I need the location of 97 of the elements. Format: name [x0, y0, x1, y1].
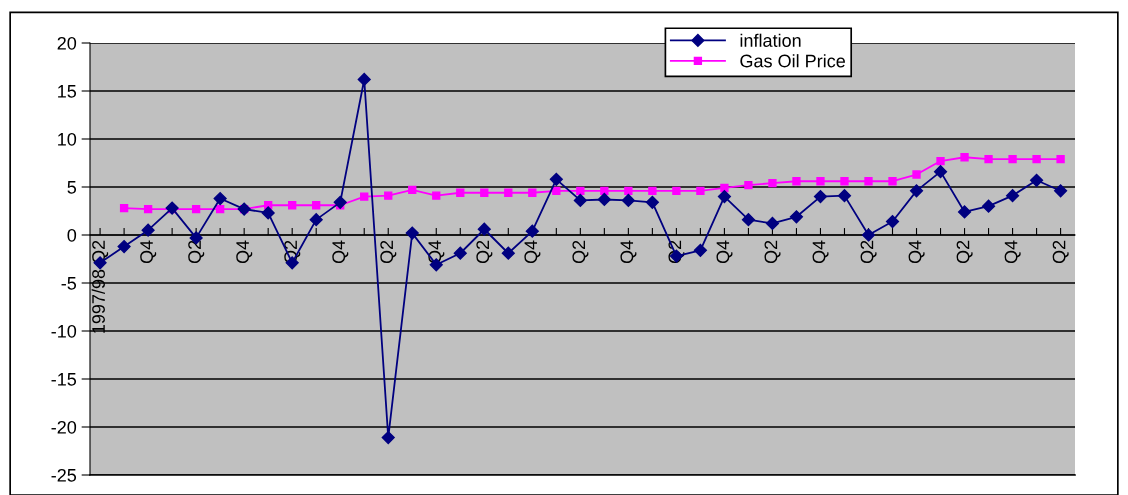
- point: [309, 213, 323, 227]
- point: [933, 165, 948, 179]
- point: [117, 239, 131, 254]
- point: [957, 205, 972, 219]
- point: [888, 177, 897, 186]
- x-tick-label: Q2: [476, 240, 493, 264]
- point: [477, 222, 491, 236]
- point: [936, 156, 945, 166]
- point: [744, 180, 753, 190]
- point: [1029, 173, 1044, 187]
- point: [1032, 154, 1041, 164]
- point: [480, 188, 489, 197]
- x-tick-label: Q4: [716, 240, 733, 264]
- point: [381, 430, 395, 445]
- point: [840, 177, 849, 186]
- point: [693, 243, 707, 257]
- point: [885, 214, 900, 229]
- x-tick-label: Q2: [188, 240, 205, 264]
- point: [624, 186, 633, 196]
- point: [912, 170, 921, 179]
- point: [1056, 154, 1065, 164]
- point: [528, 188, 537, 197]
- point: [648, 186, 657, 196]
- point: [645, 195, 659, 209]
- x-tick-label: Q2: [956, 240, 973, 264]
- x-tick-label: Q4: [812, 240, 829, 264]
- x-tick-label: Q4: [524, 240, 541, 264]
- point: [191, 204, 201, 214]
- point: [600, 186, 609, 196]
- point: [357, 72, 371, 87]
- y-tick-label: -5: [61, 277, 77, 290]
- point: [432, 191, 441, 200]
- point: [453, 246, 467, 260]
- point: [1008, 154, 1017, 164]
- point: [765, 216, 780, 231]
- y-tick-label: 10: [58, 132, 77, 146]
- point: [1005, 189, 1020, 203]
- x-tick-label: Q4: [140, 240, 157, 264]
- point: [549, 172, 563, 186]
- point: [1054, 184, 1068, 198]
- point: [143, 204, 153, 214]
- point: [456, 188, 465, 197]
- y-tick-label: 5: [67, 181, 77, 194]
- y-tick-label: 20: [57, 36, 77, 50]
- point: [576, 186, 585, 196]
- point: [696, 186, 705, 196]
- y-tick-label: -20: [51, 420, 77, 434]
- point: [672, 186, 681, 196]
- point: [119, 203, 129, 213]
- point: [792, 177, 801, 186]
- point: [504, 188, 513, 197]
- point: [384, 191, 393, 200]
- x-tick-label: Q4: [1004, 240, 1021, 264]
- point: [215, 204, 225, 214]
- point: [573, 193, 587, 208]
- y-tick-label: -15: [51, 373, 77, 386]
- point: [717, 190, 732, 204]
- point: [720, 183, 729, 193]
- point: [741, 213, 756, 227]
- point: [813, 190, 828, 204]
- y-tick-label: -10: [51, 324, 77, 338]
- point: [864, 177, 873, 186]
- x-tick-label: Q2: [764, 240, 781, 264]
- point: [816, 177, 825, 186]
- point: [621, 193, 635, 208]
- point: [525, 224, 539, 238]
- point: [312, 201, 321, 210]
- point: [960, 153, 969, 162]
- point: [984, 154, 993, 164]
- point: [837, 189, 852, 203]
- point: [261, 206, 275, 220]
- point: [408, 185, 417, 195]
- x-tick-label: Q4: [908, 240, 925, 264]
- point: [405, 226, 419, 240]
- x-tick-label: Q2: [572, 240, 589, 264]
- point: [789, 210, 804, 224]
- legend-label: inflation: [740, 33, 801, 47]
- y-tick-label: 0: [67, 228, 77, 242]
- point: [597, 192, 611, 207]
- point: [501, 246, 515, 260]
- x-tick-label: Q2: [1052, 240, 1069, 264]
- point: [288, 201, 297, 210]
- point: [333, 195, 347, 209]
- x-tick-label: Q2: [860, 240, 877, 264]
- y-tick-label: 15: [58, 85, 77, 98]
- point: [768, 178, 777, 188]
- point: [141, 223, 155, 237]
- x-tick-label: Q2: [380, 240, 397, 264]
- point: [213, 191, 227, 206]
- point: [981, 199, 996, 213]
- legend-label: Gas Oil Price: [740, 54, 845, 68]
- x-tick-label: Q4: [332, 240, 349, 264]
- y-tick-label: -25: [51, 468, 77, 482]
- x-tick-label: Q4: [236, 240, 253, 264]
- point: [360, 192, 369, 201]
- x-tick-label: Q4: [620, 240, 637, 264]
- point: [909, 184, 924, 198]
